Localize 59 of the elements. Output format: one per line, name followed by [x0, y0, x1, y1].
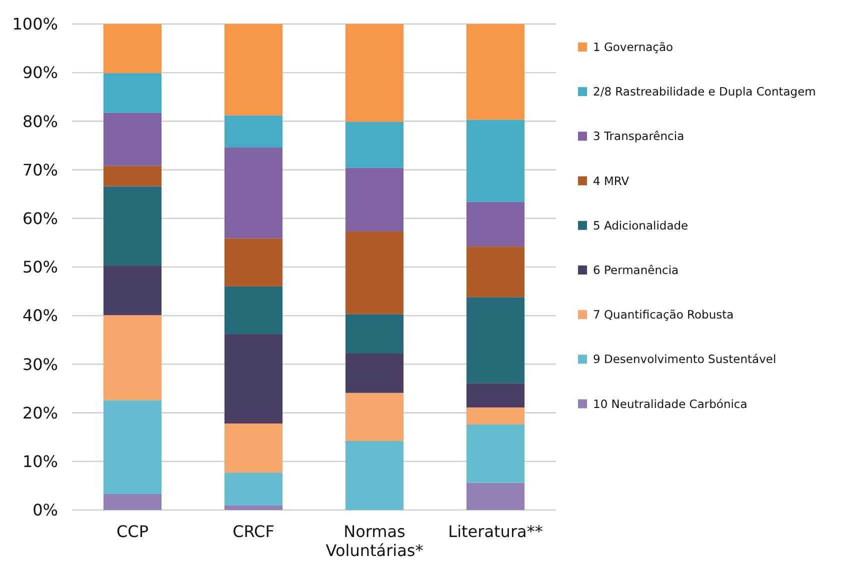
bar	[103, 73, 162, 113]
bar	[466, 202, 525, 247]
legend-label: 5 Adicionalidade	[593, 218, 688, 232]
y-tick-label: 10%	[22, 452, 58, 471]
bar	[345, 440, 404, 510]
legend-label: 10 Neutralidade Carbónica	[593, 396, 748, 411]
x-tick-label: CRCF	[232, 522, 274, 541]
bar	[224, 472, 283, 506]
y-tick-label: 60%	[22, 209, 58, 228]
y-tick-label: 30%	[22, 354, 58, 374]
bar	[466, 246, 525, 298]
y-tick-label: 90%	[22, 63, 58, 82]
legend-label: 2/8 Rastreabilidade e Dupla Contagem	[593, 84, 816, 99]
bar	[466, 482, 525, 510]
y-tick-label: 50%	[22, 258, 58, 277]
bar	[345, 24, 404, 122]
x-tick-label: CCP	[116, 522, 149, 541]
legend-label: 3 Transparência	[593, 129, 684, 144]
bar	[224, 147, 283, 238]
bar	[103, 266, 162, 316]
legend-label: 6 Permanência	[593, 263, 679, 278]
bar	[103, 112, 162, 166]
x-tick-label: Normas Voluntárias*	[326, 522, 424, 560]
y-tick-label: 0%	[32, 500, 58, 520]
legend-label: 4 MRV	[593, 174, 630, 188]
bar	[224, 24, 283, 116]
bar	[224, 423, 283, 473]
bar	[103, 400, 162, 494]
bar	[466, 383, 525, 408]
bar	[345, 232, 404, 314]
bar	[103, 186, 162, 266]
bar	[103, 24, 162, 74]
bar	[103, 166, 162, 186]
bar	[103, 315, 162, 400]
legend-label: 1 Governação	[593, 40, 674, 54]
bar	[224, 238, 283, 286]
y-tick-label: 40%	[22, 306, 58, 326]
bar	[345, 314, 404, 354]
y-tick-label: 80%	[22, 112, 58, 131]
bar	[345, 168, 404, 232]
bar	[224, 286, 283, 334]
bar	[466, 424, 525, 483]
y-tick-label: 20%	[22, 403, 58, 422]
bar	[466, 120, 525, 202]
bar	[466, 407, 525, 424]
bar	[103, 494, 162, 510]
legend-label: 9 Desenvolvimento Sustentável	[593, 352, 776, 366]
bar	[466, 297, 525, 384]
x-tick-label: Literatura**	[448, 522, 543, 541]
bar	[345, 354, 404, 393]
y-tick-label: 70%	[22, 160, 58, 180]
bar	[345, 392, 404, 441]
bar	[224, 334, 283, 424]
bar	[224, 115, 283, 148]
bar	[466, 24, 525, 120]
legend-label: 7 Quantificação Robusta	[593, 308, 734, 322]
bar	[345, 122, 404, 168]
y-tick-label: 100%	[12, 14, 58, 34]
bar	[224, 505, 283, 510]
